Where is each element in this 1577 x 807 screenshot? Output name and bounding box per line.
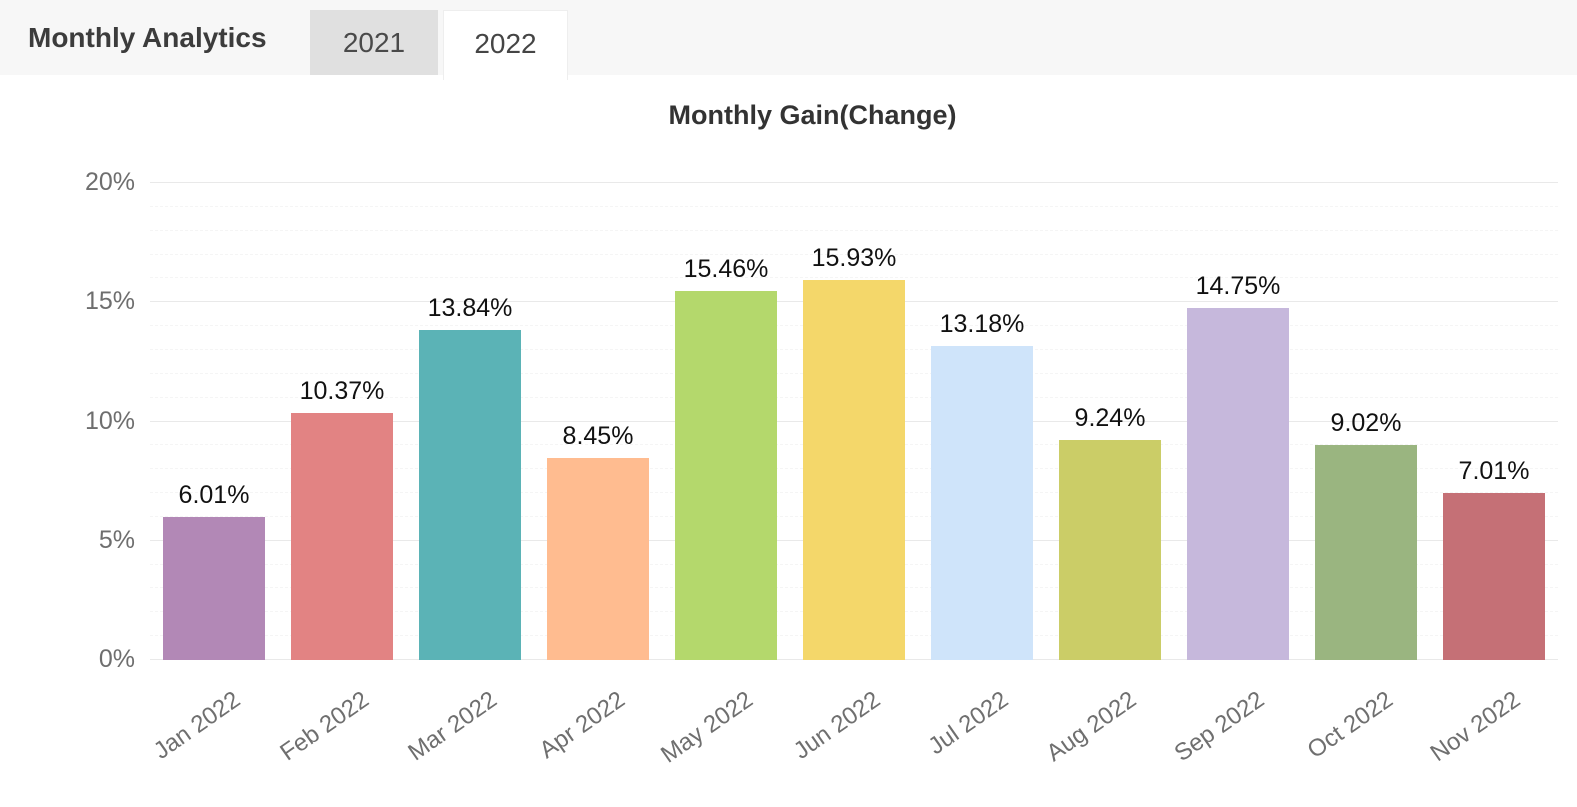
y-tick-label: 10%	[84, 406, 135, 435]
tab-2021[interactable]: 2021	[310, 10, 438, 75]
x-tick-label: Jun 2022	[789, 686, 886, 765]
y-tick-label: 5%	[98, 525, 135, 554]
bar-value-label: 13.18%	[939, 309, 1025, 338]
x-tick-label: Jul 2022	[923, 686, 1014, 761]
y-tick-label: 20%	[84, 168, 135, 196]
bar-value-label: 15.93%	[811, 244, 897, 273]
tab-2022[interactable]: 2022	[443, 10, 568, 80]
x-tick-label: Nov 2022	[1425, 686, 1526, 768]
header: Monthly Analytics 2021 2022	[0, 0, 1577, 80]
bar-jun-2022[interactable]	[803, 280, 905, 660]
x-tick-label: May 2022	[655, 686, 758, 769]
x-tick-label: Jan 2022	[149, 686, 246, 765]
bar-aug-2022[interactable]	[1059, 439, 1161, 660]
bar-may-2022[interactable]	[675, 291, 777, 660]
bar-value-label: 15.46%	[683, 255, 769, 284]
minor-gridline	[150, 277, 1558, 279]
bar-value-label: 9.02%	[1330, 408, 1402, 437]
x-tick-label: Apr 2022	[534, 686, 630, 764]
x-tick-label: Oct 2022	[1302, 686, 1398, 764]
bar-feb-2022[interactable]	[291, 412, 393, 660]
bar-value-label: 14.75%	[1195, 272, 1281, 301]
bar-sep-2022[interactable]	[1187, 308, 1289, 660]
bar-value-label: 9.24%	[1074, 403, 1146, 432]
bar-value-label: 8.45%	[562, 422, 634, 451]
bar-value-label: 10.37%	[299, 376, 385, 405]
bar-jan-2022[interactable]	[163, 516, 265, 660]
bar-jul-2022[interactable]	[931, 345, 1033, 660]
bar-mar-2022[interactable]	[419, 329, 521, 660]
widget-title: Monthly Analytics	[28, 22, 267, 53]
x-tick-label: Sep 2022	[1169, 686, 1270, 768]
minor-gridline	[150, 253, 1558, 255]
y-tick-label: 15%	[84, 287, 135, 316]
bar-value-label: 6.01%	[178, 480, 250, 509]
major-gridline	[150, 182, 1558, 183]
bar-value-label: 13.84%	[427, 293, 513, 322]
chart-title: Monthly Gain(Change)	[668, 100, 957, 130]
bar-oct-2022[interactable]	[1315, 444, 1417, 660]
minor-gridline	[150, 229, 1558, 231]
y-tick-label: 0%	[98, 645, 135, 673]
bar-apr-2022[interactable]	[547, 458, 649, 660]
plot-area: 0% 5% 10% 15% 20% 6.01% Jan 2022 10.37% Feb 2022…	[85, 170, 1558, 769]
bar-nov-2022[interactable]	[1443, 492, 1545, 660]
x-tick-label: Aug 2022	[1041, 686, 1142, 768]
bar-value-label: 7.01%	[1458, 456, 1530, 485]
minor-gridline	[150, 205, 1558, 207]
x-tick-label: Feb 2022	[274, 686, 374, 767]
x-tick-label: Mar 2022	[402, 686, 502, 767]
